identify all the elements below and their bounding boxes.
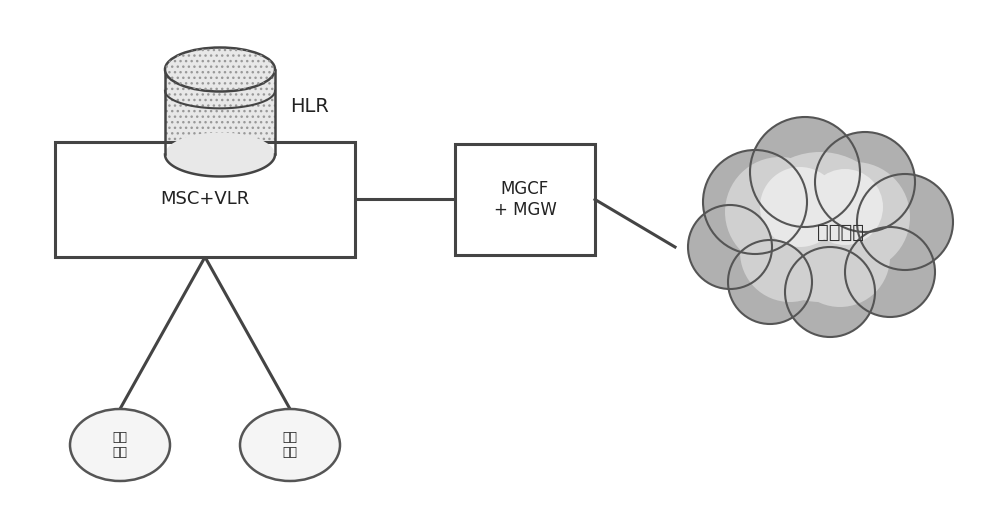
Circle shape <box>688 205 772 289</box>
Polygon shape <box>165 70 275 154</box>
Text: 移动
终端: 移动 终端 <box>283 431 298 459</box>
Text: 移动
终端: 移动 终端 <box>112 431 128 459</box>
Circle shape <box>740 202 840 302</box>
Circle shape <box>790 207 890 307</box>
Circle shape <box>760 167 840 247</box>
Text: 其它网络: 其它网络 <box>816 222 864 241</box>
Text: MGCF
+ MGW: MGCF + MGW <box>494 180 556 219</box>
Circle shape <box>815 132 915 232</box>
Circle shape <box>703 150 807 254</box>
Circle shape <box>750 117 860 227</box>
Circle shape <box>728 240 812 324</box>
Bar <box>455 144 595 255</box>
Bar <box>55 142 355 257</box>
Circle shape <box>725 157 835 267</box>
Text: HLR: HLR <box>290 97 329 116</box>
Text: MSC+VLR: MSC+VLR <box>160 190 250 209</box>
Ellipse shape <box>165 47 275 92</box>
Circle shape <box>845 227 935 317</box>
Ellipse shape <box>240 409 340 481</box>
Circle shape <box>745 152 895 302</box>
Ellipse shape <box>70 409 170 481</box>
Circle shape <box>807 169 883 245</box>
Circle shape <box>785 247 875 337</box>
Circle shape <box>800 162 910 272</box>
Circle shape <box>857 174 953 270</box>
Ellipse shape <box>165 132 275 177</box>
